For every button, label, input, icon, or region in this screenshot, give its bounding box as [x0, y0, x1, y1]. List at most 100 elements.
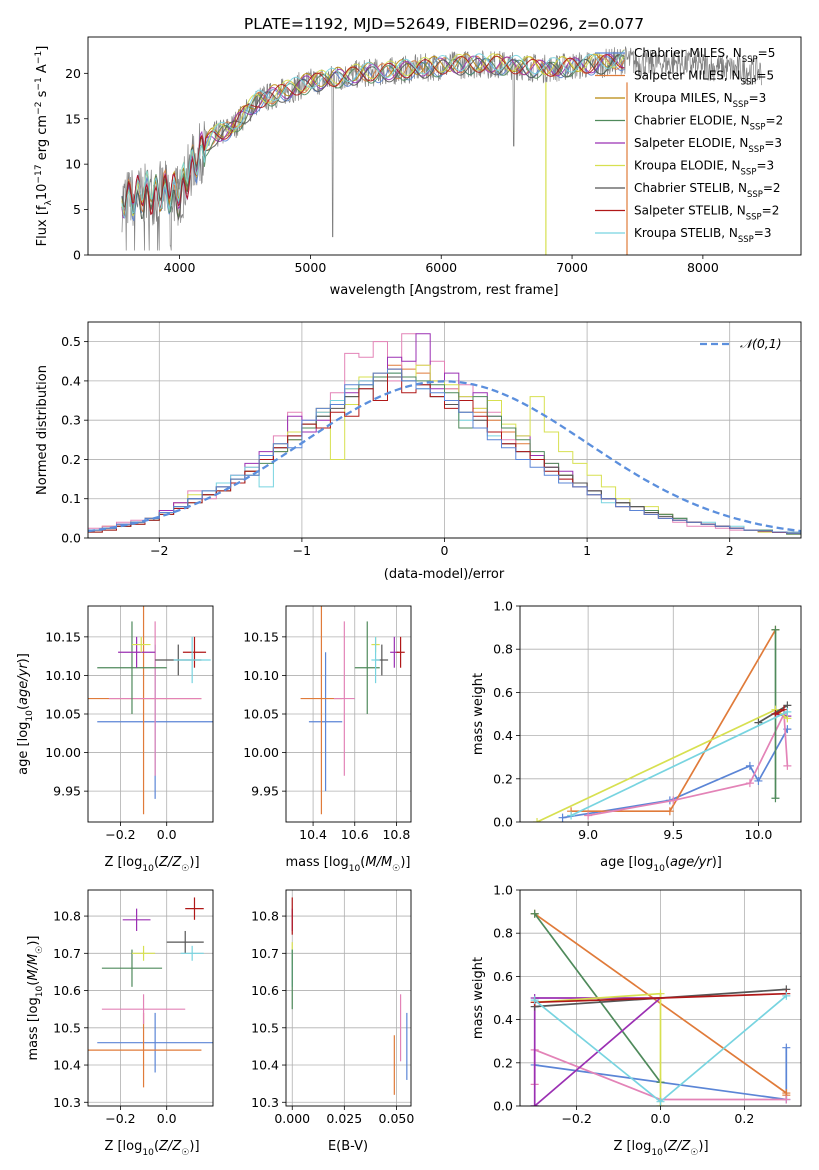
weight-marker [530, 996, 539, 1005]
y-tick-label: 9.95 [251, 784, 279, 799]
weight-marker [771, 625, 780, 634]
y-tick-label: 0.3 [61, 413, 81, 428]
legend-label: Chabrier ELODIE, NSSP=2 [634, 114, 783, 133]
plot-area-mass_vs_Z [88, 897, 213, 1088]
plot-area-age_vs_Z [88, 606, 213, 815]
weight-marker [783, 761, 792, 770]
weight-vs-Z-x-label: Z [log10(Z/Z☉)] [613, 1139, 708, 1158]
y-tick-label: 0.8 [493, 926, 513, 941]
weight-line [570, 711, 788, 817]
weight-marker [558, 813, 567, 822]
x-tick-label: 2 [726, 543, 734, 558]
weight-marker [782, 1095, 791, 1104]
x-tick-label: 9.0 [578, 827, 598, 842]
y-tick-label: 0 [73, 248, 81, 263]
y-tick-label: 0.2 [61, 452, 81, 467]
weight-line [534, 992, 787, 1004]
y-tick-label: 1.0 [493, 599, 513, 614]
legend-label: Chabrier MILES, NSSP=5 [634, 46, 775, 65]
y-tick-label: 10.5 [53, 1020, 81, 1035]
legend-label: Salpeter ELODIE, NSSP=3 [634, 136, 782, 155]
x-tick-label: 10.0 [745, 827, 773, 842]
axes-frame [285, 889, 412, 1107]
x-tick-label: 0.050 [379, 1111, 415, 1126]
y-tick-label: 10.3 [53, 1095, 81, 1110]
weight-marker [745, 779, 754, 788]
y-tick-label: 10.3 [251, 1095, 279, 1110]
x-tick-label: −1 [293, 543, 311, 558]
y-tick-label: 0.4 [61, 373, 81, 388]
model-spectrum [121, 54, 625, 220]
weight-marker [783, 707, 792, 716]
weight-vs-age-x-label: age [log10(age/yr)] [600, 855, 722, 874]
x-tick-label: 0.0 [157, 827, 177, 842]
x-tick-label: −2 [150, 543, 168, 558]
axes-age_vs_mass: 10.4 10.6 10.8 9.95 10.00 10.05 10.10 10.15 [243, 605, 412, 842]
y-tick-label: 0.0 [493, 1099, 513, 1114]
y-tick-label: 0.4 [493, 1012, 513, 1027]
y-tick-label: 10.00 [45, 745, 81, 760]
axes-frame [87, 605, 214, 823]
plot-area-age_vs_mass [300, 606, 405, 815]
plot-area-weight_vs_age [533, 625, 792, 822]
y-tick-label: 0.6 [493, 969, 513, 984]
y-tick-label: 10.15 [45, 629, 81, 644]
x-tick-label: 10.6 [341, 827, 369, 842]
y-tick-label: 0.2 [493, 771, 513, 786]
weight-marker [771, 794, 780, 803]
legend-label: Kroupa MILES, NSSP=3 [634, 91, 766, 110]
mass-vs-Z-x-label: Z [log10(Z/Z☉)] [104, 1139, 199, 1158]
x-tick-label: 4000 [164, 260, 196, 275]
y-tick-label: 0.2 [493, 1055, 513, 1070]
weight-marker [745, 761, 754, 770]
mass-vs-Z-y-label: mass [log10(M/M☉)] [26, 936, 45, 1061]
axes-weight_vs_age: 9.0 9.5 10.0 0.0 0.2 0.4 0.6 0.8 1.0 [493, 599, 802, 842]
y-tick-label: 10.15 [243, 629, 279, 644]
plot-area-spectrum [121, 46, 762, 255]
axes-age_vs_Z: −0.2 0.0 9.95 10.00 10.05 10.10 10.15 [45, 605, 214, 842]
y-tick-label: 0.0 [61, 531, 81, 546]
y-tick-label: 0.0 [493, 815, 513, 830]
x-tick-label: 8000 [687, 260, 719, 275]
y-tick-label: 10.05 [243, 707, 279, 722]
y-tick-label: 10.10 [45, 668, 81, 683]
axes-frame [519, 605, 802, 823]
plot-area-residuals [88, 333, 801, 535]
plot-area-mass_vs_EBV [291, 897, 408, 1095]
y-tick-label: 1.0 [493, 883, 513, 898]
x-tick-label: 10.8 [382, 827, 410, 842]
x-tick-label: 0.000 [274, 1111, 310, 1126]
y-tick-label: 10.7 [53, 946, 81, 961]
y-tick-label: 10.05 [45, 707, 81, 722]
y-tick-label: 0.5 [61, 334, 81, 349]
y-tick-label: 10.8 [53, 909, 81, 924]
y-tick-label: 10.10 [243, 668, 279, 683]
y-tick-label: 20 [65, 66, 81, 81]
y-tick-label: 0.1 [61, 491, 81, 506]
y-tick-label: 10 [65, 157, 81, 172]
weight-vs-age-y-label: mass weight [471, 673, 486, 755]
legend-label: Salpeter STELIB, NSSP=2 [634, 204, 779, 223]
model-spectrum [121, 54, 625, 217]
x-tick-label: 7000 [556, 260, 588, 275]
y-tick-label: 10.4 [251, 1058, 279, 1073]
model-spectrum [121, 49, 625, 220]
weight-marker [754, 776, 763, 785]
residuals-y-label: Normed distribution [35, 365, 50, 495]
y-tick-label: 10.4 [53, 1058, 81, 1073]
spectrum-legend: Chabrier MILES, NSSP=5 Salpeter MILES, NS… [595, 46, 783, 245]
y-tick-label: 0.8 [493, 642, 513, 657]
legend-label: Salpeter MILES, NSSP=5 [634, 69, 774, 88]
axes-frame [87, 889, 214, 1107]
normal-curve [88, 380, 801, 533]
x-tick-label: 0.2 [734, 1111, 754, 1126]
y-tick-label: 15 [65, 111, 81, 126]
weight-marker [656, 989, 665, 998]
mass-vs-EBV-x-label: E(B-V) [328, 1139, 368, 1154]
x-tick-label: 5000 [294, 260, 326, 275]
y-tick-label: 9.95 [53, 784, 81, 799]
age-vs-Z-x-label: Z [log10(Z/Z☉)] [104, 855, 199, 874]
legend-label: Chabrier STELIB, NSSP=2 [634, 181, 781, 200]
x-tick-label: 0.0 [651, 1111, 671, 1126]
weight-marker [533, 818, 542, 822]
